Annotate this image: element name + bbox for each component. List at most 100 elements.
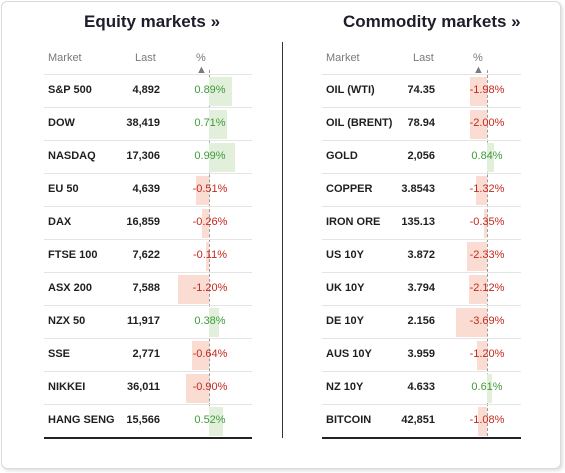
table-row[interactable]: S&P 500 4,892 0.89% — [44, 74, 252, 108]
market-name: OIL (BRENT) — [326, 117, 393, 129]
last-price: 2,771 — [132, 348, 160, 360]
market-name: FTSE 100 — [48, 249, 98, 261]
percent-change: 0.38% — [194, 315, 226, 327]
negative-change-bar — [202, 209, 209, 238]
table-row[interactable]: GOLD 2,056 0.84% — [322, 140, 521, 174]
last-price: 3.8543 — [401, 183, 435, 195]
percent-change: -2.12% — [469, 282, 505, 294]
market-name: HANG SENG — [48, 414, 115, 426]
commodity-header-percent-sort[interactable]: % ▲ — [473, 52, 484, 76]
table-row[interactable]: NASDAQ 17,306 0.99% — [44, 140, 252, 174]
table-row[interactable]: ASX 200 7,588 -1.20% — [44, 272, 252, 306]
table-row[interactable]: HANG SENG 15,566 0.52% — [44, 404, 252, 438]
positive-change-bar — [209, 77, 233, 106]
last-price: 42,851 — [401, 414, 435, 426]
commodity-bottom-rule — [322, 437, 521, 439]
table-row[interactable]: OIL (WTI) 74.35 -1.98% — [322, 74, 521, 108]
percent-change: -0.35% — [469, 216, 505, 228]
percent-change: -0.51% — [192, 183, 228, 195]
percent-change: -0.64% — [192, 348, 228, 360]
last-price: 3.872 — [407, 249, 435, 261]
equity-header-percent-sort[interactable]: % ▲ — [196, 52, 207, 76]
percent-change: 0.71% — [194, 117, 226, 129]
last-price: 4,639 — [132, 183, 160, 195]
table-row[interactable]: DE 10Y 2.156 -3.69% — [322, 305, 521, 339]
table-row[interactable]: SSE 2,771 -0.64% — [44, 338, 252, 372]
last-price: 11,917 — [126, 315, 160, 327]
positive-change-bar — [487, 374, 493, 403]
market-name: NZX 50 — [48, 315, 86, 327]
negative-change-bar — [484, 209, 487, 238]
negative-change-bar — [206, 242, 209, 271]
negative-change-bar — [475, 176, 487, 205]
market-name: NASDAQ — [48, 150, 96, 162]
commodity-markets-title-link[interactable]: Commodity markets » — [343, 12, 521, 31]
positive-change-bar — [209, 407, 223, 436]
market-name: IRON ORE — [326, 216, 381, 228]
equity-zero-line — [209, 70, 210, 436]
positive-change-bar — [209, 308, 219, 337]
negative-change-bar — [195, 176, 209, 205]
last-price: 7,622 — [132, 249, 160, 261]
last-price: 7,588 — [132, 282, 160, 294]
last-price: 3.959 — [407, 348, 435, 360]
table-row[interactable]: DOW 38,419 0.71% — [44, 107, 252, 141]
table-row[interactable]: UK 10Y 3.794 -2.12% — [322, 272, 521, 306]
table-row[interactable]: AUS 10Y 3.959 -1.20% — [322, 338, 521, 372]
last-price: 78.94 — [407, 117, 435, 129]
percent-change: -1.20% — [192, 282, 228, 294]
market-name: OIL (WTI) — [326, 84, 375, 96]
market-name: S&P 500 — [48, 84, 92, 96]
table-row[interactable]: US 10Y 3.872 -2.33% — [322, 239, 521, 273]
market-name: COPPER — [326, 183, 373, 195]
commodity-header-last[interactable]: Last — [413, 52, 434, 64]
table-row[interactable]: FTSE 100 7,622 -0.11% — [44, 239, 252, 273]
percent-change: -1.32% — [469, 183, 505, 195]
last-price: 36,011 — [126, 381, 160, 393]
percent-change: -0.11% — [192, 249, 228, 261]
percent-change: -0.90% — [192, 381, 228, 393]
market-name: EU 50 — [48, 183, 79, 195]
table-row[interactable]: COPPER 3.8543 -1.32% — [322, 173, 521, 207]
equity-markets-title-link[interactable]: Equity markets » — [84, 12, 221, 31]
table-row[interactable]: NZX 50 11,917 0.38% — [44, 305, 252, 339]
negative-change-bar — [477, 407, 487, 436]
positive-change-bar — [209, 143, 235, 172]
equity-header-last[interactable]: Last — [135, 52, 156, 64]
positive-change-bar — [487, 143, 495, 172]
table-row[interactable]: BITCOIN 42,851 -1.08% — [322, 404, 521, 438]
table-row[interactable]: IRON ORE 135.13 -0.35% — [322, 206, 521, 240]
table-row[interactable]: NZ 10Y 4.633 0.61% — [322, 371, 521, 405]
market-name: DE 10Y — [326, 315, 364, 327]
negative-change-bar — [476, 341, 487, 370]
last-price: 16,859 — [126, 216, 160, 228]
last-price: 3.794 — [407, 282, 435, 294]
negative-change-bar — [470, 110, 487, 139]
last-price: 4.633 — [407, 381, 435, 393]
table-row[interactable]: OIL (BRENT) 78.94 -2.00% — [322, 107, 521, 141]
positive-change-bar — [209, 110, 228, 139]
table-row[interactable]: EU 50 4,639 -0.51% — [44, 173, 252, 207]
commodity-zero-line — [487, 70, 488, 436]
equity-bottom-rule — [44, 437, 252, 439]
last-price: 2.156 — [407, 315, 435, 327]
percent-change: 0.84% — [471, 150, 503, 162]
negative-change-bar — [468, 275, 487, 304]
commodity-header-market: Market — [326, 52, 360, 64]
negative-change-bar — [467, 242, 487, 271]
percent-change: -2.00% — [469, 117, 505, 129]
last-price: 4,892 — [132, 84, 160, 96]
market-name: BITCOIN — [326, 414, 372, 426]
market-name: DOW — [48, 117, 75, 129]
percent-change: -1.20% — [469, 348, 505, 360]
percent-change: 0.99% — [194, 150, 226, 162]
table-row[interactable]: NIKKEI 36,011 -0.90% — [44, 371, 252, 405]
market-name: DAX — [48, 216, 72, 228]
percent-change: -1.98% — [469, 84, 505, 96]
panel-divider — [282, 42, 283, 438]
market-name: ASX 200 — [48, 282, 93, 294]
table-row[interactable]: DAX 16,859 -0.26% — [44, 206, 252, 240]
negative-change-bar — [185, 374, 209, 403]
last-price: 135.13 — [401, 216, 435, 228]
